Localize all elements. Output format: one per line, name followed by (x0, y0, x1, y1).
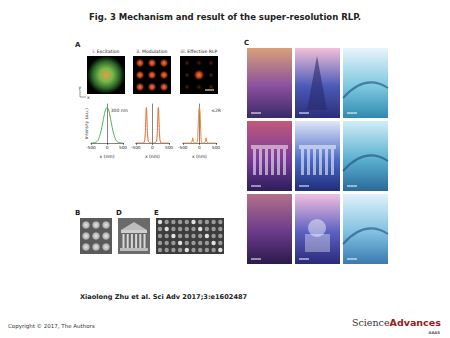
svg-text:500: 500 (212, 145, 220, 150)
svg-text:-500: -500 (86, 145, 96, 150)
svg-text:AAAS: AAAS (428, 330, 440, 335)
svg-text:E: E (154, 209, 159, 217)
svg-text:A: A (75, 41, 81, 49)
svg-text:x: x (87, 95, 90, 100)
svg-text:y: y (79, 85, 82, 90)
svg-text:300 nm: 300 nm (111, 108, 128, 113)
svg-text:x (nm): x (nm) (192, 154, 207, 159)
svg-text:500: 500 (165, 145, 173, 150)
svg-text:Copyright © 2017, The Authors: Copyright © 2017, The Authors (8, 323, 95, 330)
svg-text:x (nm): x (nm) (100, 154, 115, 159)
svg-text:iii. Effective RLP: iii. Effective RLP (181, 49, 218, 54)
svg-text:D: D (116, 209, 122, 217)
svg-text:≤2R: ≤2R (211, 108, 221, 113)
svg-text:i. Excitation: i. Excitation (93, 49, 120, 54)
svg-text:0: 0 (106, 145, 109, 150)
svg-text:0: 0 (198, 145, 201, 150)
svg-text:500: 500 (119, 145, 127, 150)
svg-text:ScienceAdvances: ScienceAdvances (352, 317, 441, 328)
svg-text:C: C (244, 39, 249, 47)
svg-text:0: 0 (151, 145, 154, 150)
svg-text:ii. Modulation: ii. Modulation (137, 49, 168, 54)
svg-text:Fig. 3 Mechanism and result of: Fig. 3 Mechanism and result of the super… (89, 12, 361, 22)
svg-text:-500: -500 (178, 145, 188, 150)
svg-text:x (nm): x (nm) (145, 154, 160, 159)
svg-text:B: B (75, 209, 80, 217)
svg-text:-500: -500 (131, 145, 141, 150)
svg-text:Intensity (a.u.): Intensity (a.u.) (84, 108, 89, 139)
svg-text:Xiaolong Zhu et al. Sci Adv 20: Xiaolong Zhu et al. Sci Adv 2017;3:e1602… (80, 293, 248, 301)
